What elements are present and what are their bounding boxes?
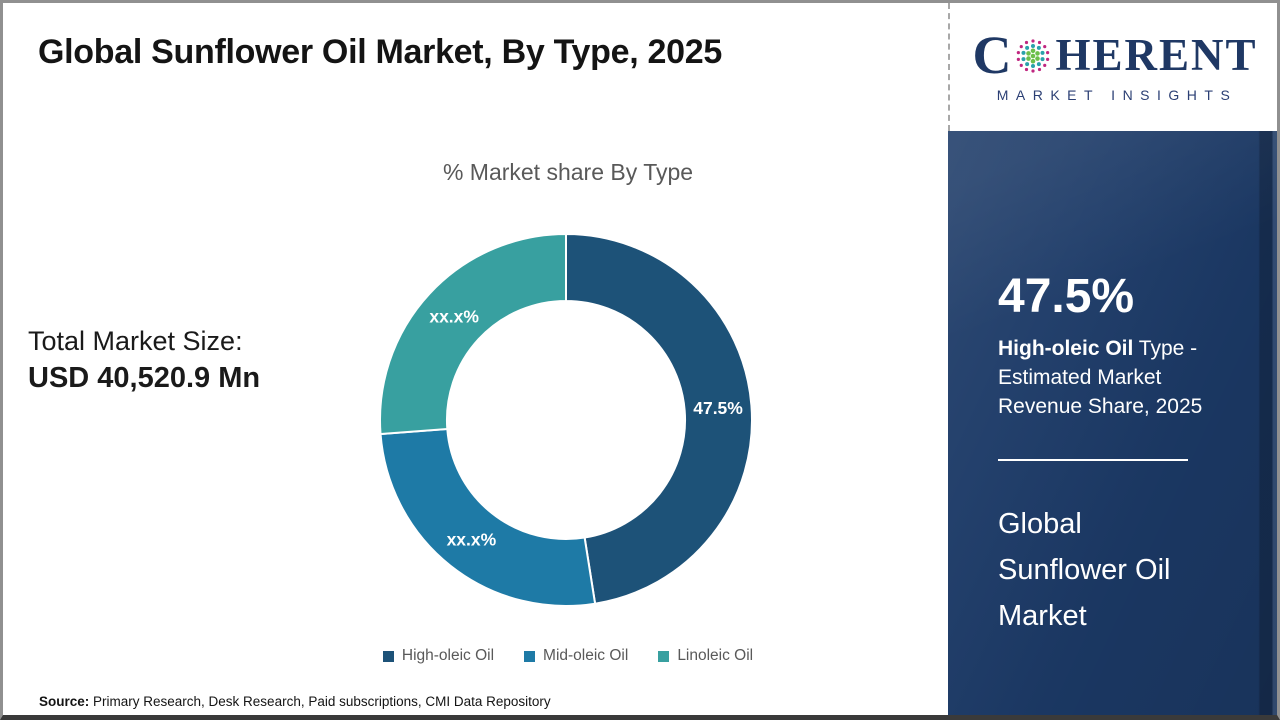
legend-swatch-high-oleic-oil bbox=[382, 651, 394, 662]
chart-legend: High-oleic Oil Mid-oleic Oil Linoleic Oil bbox=[303, 647, 833, 665]
page-title: Global Sunflower Oil Market, By Type, 20… bbox=[38, 33, 722, 71]
legend-item-high-oleic-oil: High-oleic Oil bbox=[382, 647, 495, 665]
sidebar-description-rest: Type - Estimated Market Revenue Share, 2… bbox=[998, 336, 1203, 418]
dotted-globe-icon bbox=[1017, 38, 1050, 73]
legend-swatch-linoleic-oil bbox=[658, 651, 670, 662]
total-market-size-label: Total Market Size: bbox=[28, 326, 243, 356]
sidebar-market-name: Global Sunflower Oil Market bbox=[998, 507, 1171, 632]
sidebar-headline-value: 47.5% bbox=[998, 270, 1135, 323]
legend-swatch-mid-oleic-oil bbox=[524, 651, 536, 662]
chart-title: % Market share By Type bbox=[442, 159, 694, 185]
donut-segment-mid-oleic-oil bbox=[379, 427, 597, 607]
source-line: Source: Primary Research, Desk Research,… bbox=[39, 694, 551, 709]
logo-letter-c: C bbox=[972, 25, 1012, 86]
sidebar-description-bold: High-oleic Oil bbox=[998, 336, 1134, 360]
logo-panel: C HERENT MARKET INSIGHTS bbox=[948, 3, 1277, 131]
donut-segment-high-oleic-oil bbox=[565, 232, 753, 605]
donut-segment-linoleic-oil bbox=[379, 232, 567, 436]
donut-chart: 47.5% xx.x% xx.x% bbox=[379, 232, 753, 607]
slice-label-linoleic-oil: xx.x% bbox=[429, 306, 479, 326]
sidebar-description: High-oleic Oil Type - Estimated Market R… bbox=[998, 334, 1240, 421]
slice-label-mid-oleic-oil: xx.x% bbox=[447, 530, 497, 550]
logo-wordmark: C HERENT bbox=[972, 25, 1258, 86]
sidebar-highlight-panel: 47.5% High-oleic Oil Type - Estimated Ma… bbox=[948, 131, 1277, 715]
legend-label-mid-oleic-oil: Mid-oleic Oil bbox=[543, 647, 629, 664]
total-market-size-value: USD 40,520.9 Mn bbox=[28, 362, 261, 394]
logo-word-rest: HERENT bbox=[1055, 30, 1258, 80]
legend-item-mid-oleic-oil: Mid-oleic Oil bbox=[524, 647, 628, 665]
legend-label-linoleic-oil: Linoleic Oil bbox=[677, 647, 754, 664]
sidebar-divider bbox=[998, 458, 1188, 461]
source-text: Primary Research, Desk Research, Paid su… bbox=[89, 694, 551, 709]
slice-label-high-oleic-oil: 47.5% bbox=[693, 398, 743, 418]
legend-label-high-oleic-oil: High-oleic Oil bbox=[401, 647, 495, 664]
legend-item-linoleic-oil: Linoleic Oil bbox=[658, 647, 753, 665]
total-market-size: Total Market Size: USD 40,520.9 Mn bbox=[28, 323, 260, 397]
logo-subtitle: MARKET INSIGHTS bbox=[996, 86, 1238, 103]
source-label: Source: bbox=[39, 694, 90, 709]
